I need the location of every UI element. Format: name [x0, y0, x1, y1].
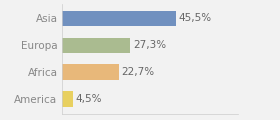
Text: 22,7%: 22,7% [121, 67, 155, 77]
Text: 4,5%: 4,5% [76, 94, 102, 104]
Bar [62, 11, 176, 26]
Text: 45,5%: 45,5% [179, 13, 212, 23]
Text: 27,3%: 27,3% [133, 40, 166, 50]
Bar [62, 38, 130, 53]
Bar [62, 91, 73, 107]
Bar [62, 64, 119, 80]
